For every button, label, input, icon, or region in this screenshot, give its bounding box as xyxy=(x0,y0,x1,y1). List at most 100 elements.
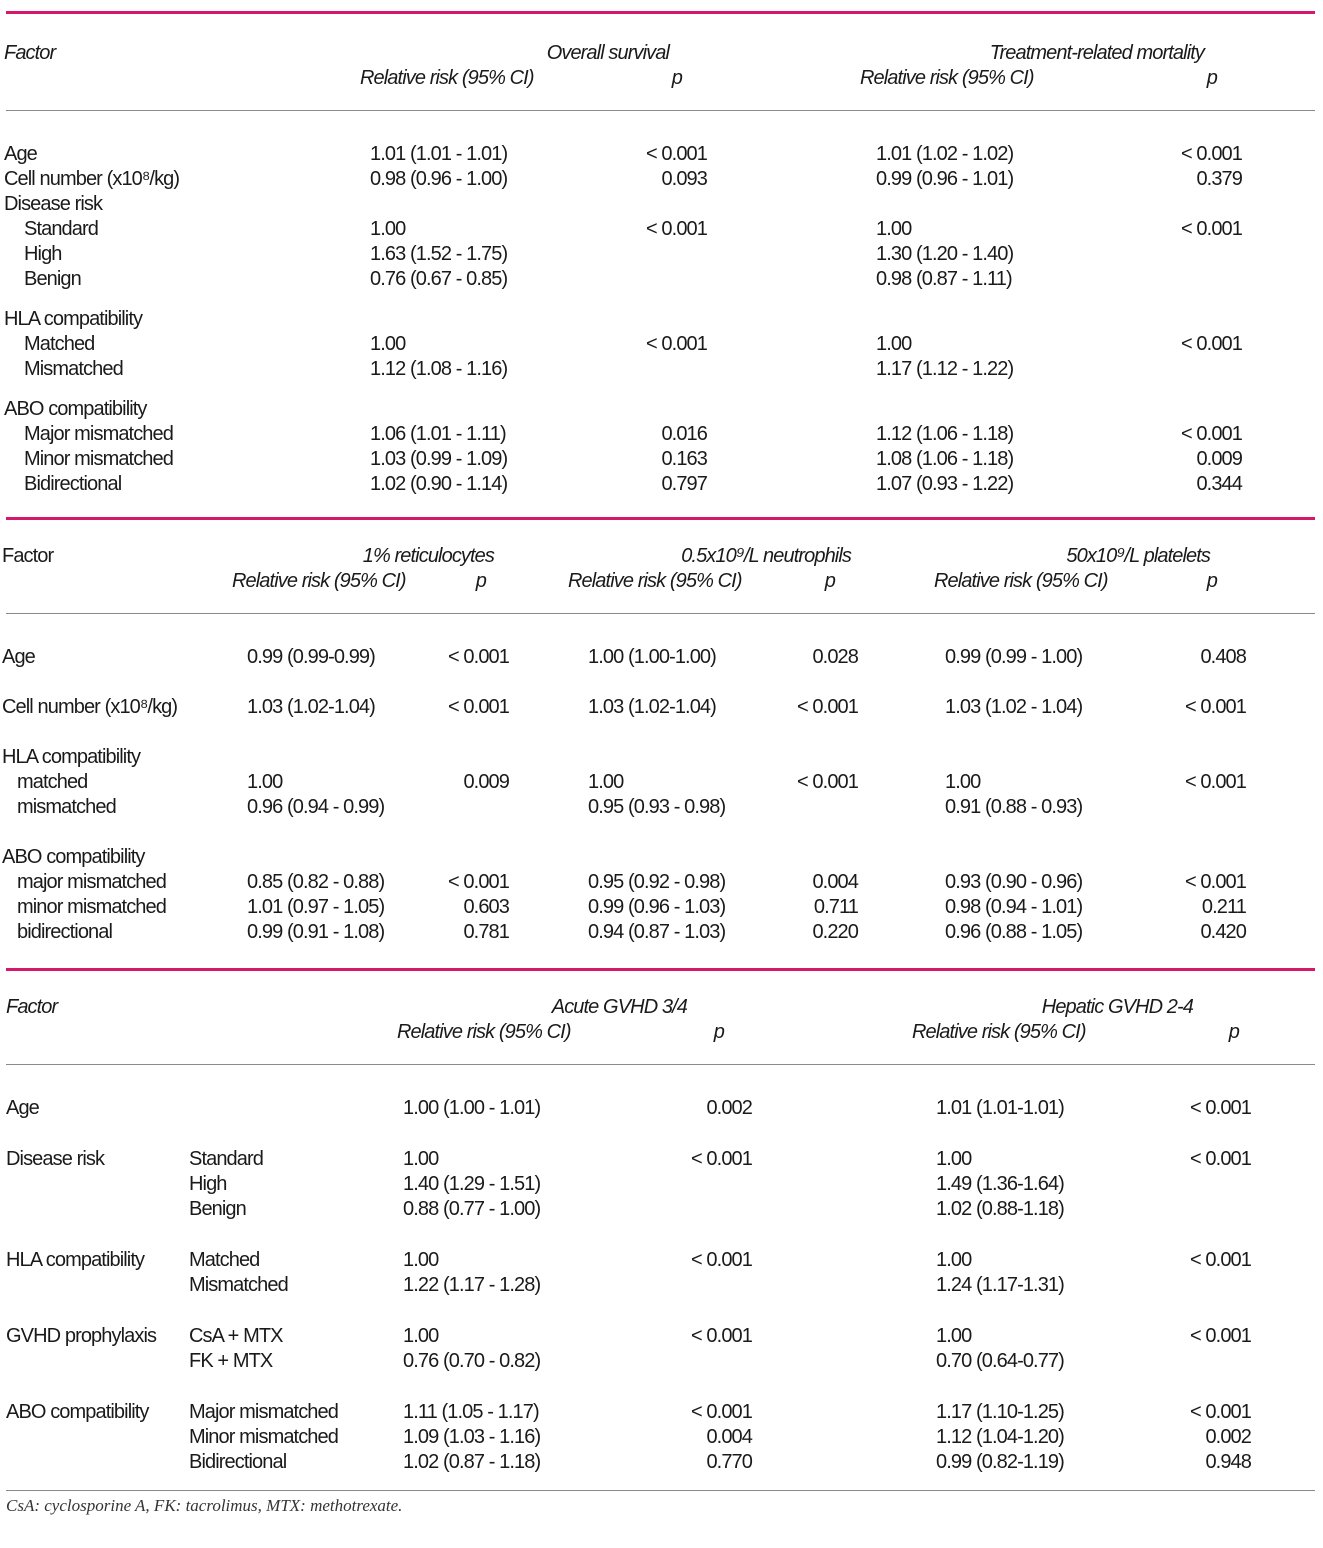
table-cell: 0.948 xyxy=(1205,1451,1251,1473)
table-cell: < 0.001 xyxy=(448,646,510,668)
table-cell: 1.00 xyxy=(945,771,981,793)
table-cell: 0.99 (0.91 - 1.08) xyxy=(247,921,385,943)
factor-label: Benign xyxy=(24,268,82,290)
column-header-factor: Factor xyxy=(4,42,56,64)
table-cell: 1.30 (1.20 - 1.40) xyxy=(876,243,1014,265)
table-cell: High xyxy=(189,1173,227,1195)
table-cell: < 0.001 xyxy=(646,218,708,240)
table-cell: 1.11 (1.05 - 1.17) xyxy=(403,1401,540,1423)
table-cell: 1.01 (0.97 - 1.05) xyxy=(247,896,385,918)
table-cell: 0.99 (0.99-0.99) xyxy=(247,646,376,668)
table-cell: < 0.001 xyxy=(646,333,708,355)
column-header-factor: Factor xyxy=(2,545,54,567)
factor-label: HLA compatibility xyxy=(2,746,141,768)
column-group-header: 0.5x10⁹/L neutrophils xyxy=(681,545,852,567)
table-cell: 0.002 xyxy=(1205,1426,1251,1448)
table-cell: 1.01 (1.02 - 1.02) xyxy=(876,143,1014,165)
column-group-header: Acute GVHD 3/4 xyxy=(551,996,688,1018)
table-cell: 1.09 (1.03 - 1.16) xyxy=(403,1426,541,1448)
table-cell: 1.49 (1.36-1.64) xyxy=(936,1173,1065,1195)
p-header: p xyxy=(1206,67,1218,89)
table-cell: 1.17 (1.12 - 1.22) xyxy=(876,358,1014,380)
table-cell: 0.70 (0.64-0.77) xyxy=(936,1350,1065,1372)
table-cell: 1.00 xyxy=(936,1325,972,1347)
table-cell: 0.99 (0.82-1.19) xyxy=(936,1451,1065,1473)
table-cell: 0.98 (0.87 - 1.11) xyxy=(876,268,1013,290)
table-cell: < 0.001 xyxy=(691,1148,753,1170)
relative-risk-header: Relative risk (95% CI) xyxy=(232,570,406,592)
section-rule xyxy=(6,968,1315,971)
factor-label: ABO compatibility xyxy=(2,846,145,868)
table-cell: 1.03 (1.02 - 1.04) xyxy=(945,696,1083,718)
table-cell: 0.88 (0.77 - 1.00) xyxy=(403,1198,541,1220)
table-cell: 0.016 xyxy=(661,423,707,445)
factor-label: matched xyxy=(17,771,88,793)
table-cell: < 0.001 xyxy=(1190,1249,1252,1271)
table-cell: 1.00 xyxy=(403,1325,439,1347)
table-cell: 1.02 (0.88-1.18) xyxy=(936,1198,1065,1220)
factor-label: Age xyxy=(2,646,36,668)
factor-label: major mismatched xyxy=(17,871,167,893)
table-cell: Mismatched xyxy=(189,1274,289,1296)
table-cell: 0.344 xyxy=(1196,473,1242,495)
column-group-header: 50x10⁹/L platelets xyxy=(1066,545,1211,567)
factor-label: High xyxy=(24,243,62,265)
table-cell: 0.95 (0.92 - 0.98) xyxy=(588,871,726,893)
factor-label: ABO compatibility xyxy=(6,1401,149,1423)
table-cell: < 0.001 xyxy=(1185,696,1247,718)
table-cell: FK + MTX xyxy=(189,1350,273,1372)
column-group-header: Hepatic GVHD 2-4 xyxy=(1041,996,1194,1018)
relative-risk-header: Relative risk (95% CI) xyxy=(860,67,1034,89)
table-cell: < 0.001 xyxy=(1190,1325,1252,1347)
p-header: p xyxy=(475,570,487,592)
relative-risk-header: Relative risk (95% CI) xyxy=(912,1021,1086,1043)
factor-label: Age xyxy=(6,1097,40,1119)
table-cell: 0.95 (0.93 - 0.98) xyxy=(588,796,726,818)
factor-label: Standard xyxy=(24,218,99,240)
column-group-header: Treatment-related mortality xyxy=(989,42,1205,64)
column-header-factor: Factor xyxy=(6,996,58,1018)
table-cell: < 0.001 xyxy=(1185,771,1247,793)
factor-label: ABO compatibility xyxy=(4,398,147,420)
table-cell: Minor mismatched xyxy=(189,1426,339,1448)
table-cell: 0.91 (0.88 - 0.93) xyxy=(945,796,1083,818)
relative-risk-header: Relative risk (95% CI) xyxy=(934,570,1108,592)
table-cell: 0.781 xyxy=(463,921,509,943)
table-cell: 0.603 xyxy=(463,896,509,918)
table-cell: 0.797 xyxy=(661,473,707,495)
column-group-header: 1% reticulocytes xyxy=(362,545,495,567)
table-cell: 1.12 (1.06 - 1.18) xyxy=(876,423,1014,445)
table-cell: 0.76 (0.67 - 0.85) xyxy=(370,268,508,290)
table-cell: 1.01 (1.01-1.01) xyxy=(936,1097,1065,1119)
factor-label: Matched xyxy=(24,333,95,355)
table-cell: 0.85 (0.82 - 0.88) xyxy=(247,871,385,893)
table-cell: 1.63 (1.52 - 1.75) xyxy=(370,243,508,265)
table-cell: 0.004 xyxy=(812,871,858,893)
table-cell: 1.00 xyxy=(936,1148,972,1170)
table-cell: 1.12 (1.08 - 1.16) xyxy=(370,358,508,380)
table-cell: Bidirectional xyxy=(189,1451,287,1473)
table-cell: 1.02 (0.87 - 1.18) xyxy=(403,1451,541,1473)
factor-label: minor mismatched xyxy=(17,896,167,918)
table-cell: 0.96 (0.94 - 0.99) xyxy=(247,796,385,818)
table-cell: 0.96 (0.88 - 1.05) xyxy=(945,921,1083,943)
table-cell: 1.40 (1.29 - 1.51) xyxy=(403,1173,541,1195)
table-cell: 0.009 xyxy=(1196,448,1242,470)
table-cell: 1.00 (1.00 - 1.01) xyxy=(403,1097,541,1119)
table-cell: < 0.001 xyxy=(797,696,859,718)
table-cell: 1.06 (1.01 - 1.11) xyxy=(370,423,507,445)
header-divider xyxy=(6,1064,1315,1065)
p-header: p xyxy=(1228,1021,1240,1043)
table-cell: 0.093 xyxy=(661,168,707,190)
table-cell: 0.98 (0.96 - 1.00) xyxy=(370,168,508,190)
factor-label: mismatched xyxy=(17,796,117,818)
table-cell: 0.711 xyxy=(813,896,859,918)
factor-label: bidirectional xyxy=(17,921,113,943)
table-cell: 0.94 (0.87 - 1.03) xyxy=(588,921,726,943)
table-cell: 1.03 (1.02-1.04) xyxy=(588,696,717,718)
table-cell: 0.009 xyxy=(463,771,509,793)
factor-label: Major mismatched xyxy=(24,423,174,445)
p-header: p xyxy=(824,570,836,592)
table-cell: 1.00 xyxy=(370,333,406,355)
table-cell: 0.163 xyxy=(661,448,707,470)
